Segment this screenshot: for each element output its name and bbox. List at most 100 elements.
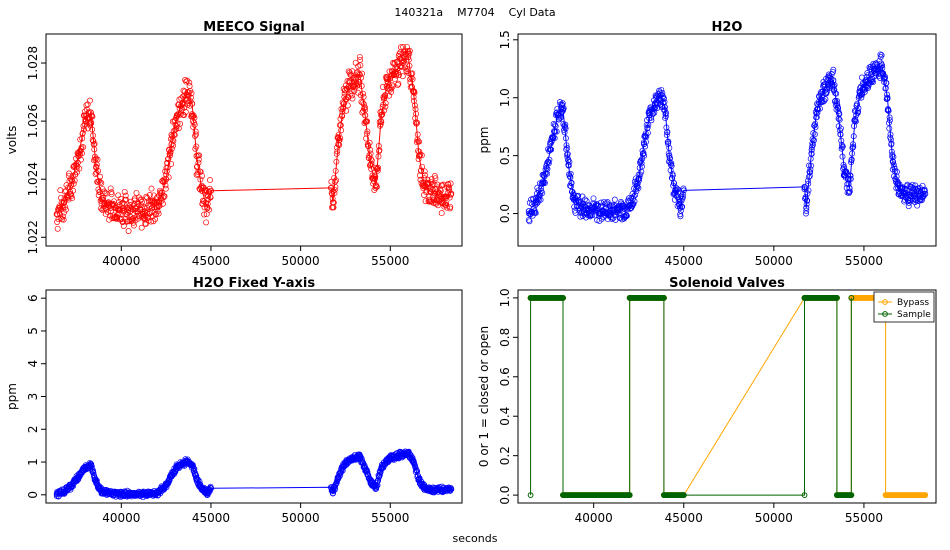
data-marker <box>207 194 214 201</box>
data-marker <box>192 128 199 135</box>
data-marker <box>70 187 77 194</box>
data-marker <box>334 148 341 155</box>
data-marker <box>361 105 368 112</box>
data-marker <box>888 148 895 155</box>
panel-title: Solenoid Valves <box>669 276 785 291</box>
data-marker <box>416 138 422 145</box>
data-marker <box>89 113 96 120</box>
data-marker <box>598 199 604 206</box>
series-line-bypass <box>530 297 926 496</box>
data-marker <box>819 98 826 105</box>
data-marker <box>330 204 337 211</box>
data-marker <box>66 184 73 191</box>
data-marker <box>195 156 202 163</box>
data-marker <box>108 189 115 196</box>
series-marker-sample <box>626 492 633 499</box>
data-marker <box>679 191 686 198</box>
data-marker <box>589 212 596 219</box>
data-marker <box>645 121 652 128</box>
data-marker <box>379 111 386 118</box>
data-marker <box>203 219 210 226</box>
data-marker <box>150 218 157 225</box>
data-marker <box>339 99 346 106</box>
data-marker <box>893 168 900 175</box>
data-marker <box>364 468 371 475</box>
data-marker <box>661 107 668 113</box>
data-marker <box>562 125 569 132</box>
data-marker <box>839 144 846 151</box>
data-marker <box>123 210 130 217</box>
data-marker <box>525 217 532 224</box>
data-marker <box>406 47 413 54</box>
data-marker <box>430 193 437 200</box>
data-marker <box>405 56 412 63</box>
data-marker <box>891 165 898 172</box>
data-marker <box>679 203 686 210</box>
y-tick-label: 6 <box>26 294 40 302</box>
data-marker <box>358 83 365 89</box>
data-marker <box>439 182 446 189</box>
data-marker <box>89 137 96 144</box>
data-marker <box>388 85 395 92</box>
y-tick-label: 0.0 <box>498 204 512 223</box>
data-marker <box>329 195 336 202</box>
data-marker <box>336 142 343 148</box>
data-marker <box>88 120 95 127</box>
data-marker <box>886 125 893 132</box>
data-marker <box>138 196 144 203</box>
data-marker <box>54 219 61 225</box>
data-marker <box>850 133 857 140</box>
plot-area <box>527 295 929 499</box>
data-marker <box>827 74 834 81</box>
data-marker <box>886 117 893 124</box>
panel-title: H2O <box>712 20 743 35</box>
legend-label: Sample <box>897 310 931 320</box>
data-marker <box>180 87 187 94</box>
data-marker <box>839 153 846 160</box>
data-marker <box>345 94 352 100</box>
data-marker <box>852 116 859 122</box>
data-marker <box>93 169 100 176</box>
data-marker <box>665 140 672 147</box>
data-marker <box>848 159 855 166</box>
data-marker <box>71 177 78 184</box>
data-marker <box>563 142 570 149</box>
x-tick-label: 45000 <box>665 254 703 268</box>
data-marker <box>651 105 658 112</box>
x-tick-label: 55000 <box>371 254 409 268</box>
data-marker <box>819 92 826 99</box>
data-marker <box>552 121 558 128</box>
data-marker <box>361 104 368 111</box>
data-marker <box>190 465 197 471</box>
data-marker <box>374 167 381 174</box>
data-marker <box>76 165 83 172</box>
data-marker <box>811 131 818 138</box>
x-tick-label: 40000 <box>575 511 613 525</box>
data-marker <box>854 100 861 107</box>
data-marker <box>121 188 128 195</box>
data-marker <box>601 198 607 205</box>
data-marker <box>404 66 411 72</box>
data-point <box>803 204 810 211</box>
data-marker <box>138 202 145 209</box>
data-marker <box>444 204 451 211</box>
data-marker <box>99 206 106 213</box>
data-marker <box>677 211 684 218</box>
data-marker <box>413 120 420 127</box>
y-axis-label: 0 or 1 = closed or open <box>477 326 491 467</box>
data-marker <box>182 109 189 115</box>
data-marker <box>568 179 575 186</box>
data-marker <box>816 105 823 112</box>
data-marker <box>166 152 173 159</box>
data-marker <box>551 135 558 142</box>
y-tick-label: 1.0 <box>498 88 512 107</box>
data-marker <box>330 199 337 206</box>
data-marker <box>532 209 538 216</box>
data-marker <box>807 169 814 176</box>
data-marker <box>331 190 338 197</box>
data-marker <box>93 477 100 484</box>
data-marker <box>338 127 345 134</box>
panel-valves: Solenoid Valves 40000 45000 50000 55000 0.0 0.… <box>477 276 937 525</box>
data-marker <box>191 466 198 472</box>
data-marker <box>184 77 191 84</box>
